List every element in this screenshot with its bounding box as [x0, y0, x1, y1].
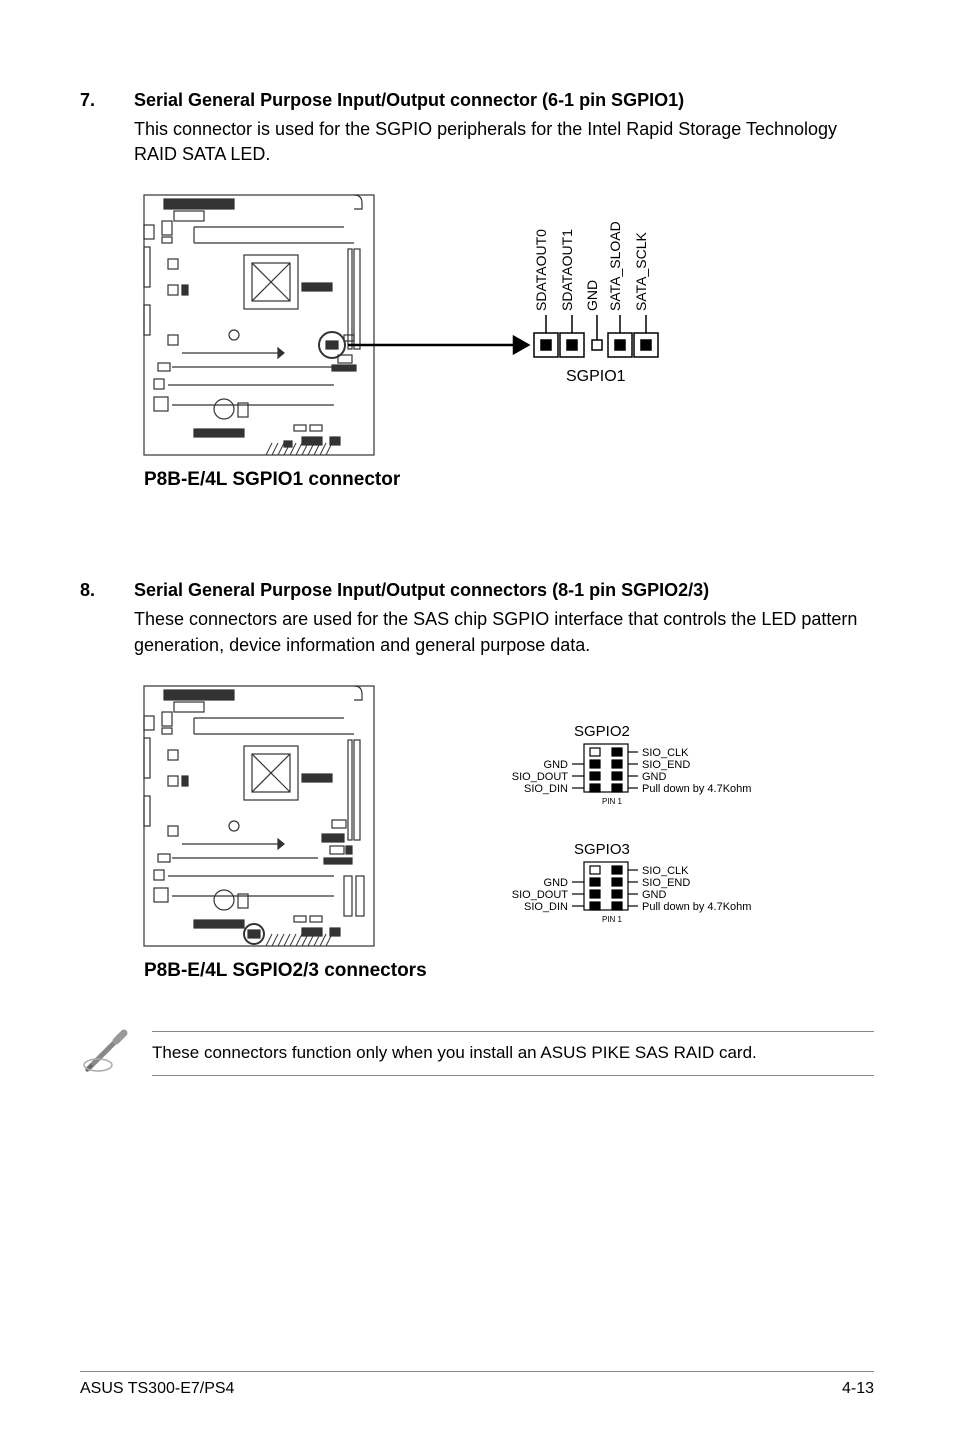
sgpio2-right-end: SIO_END	[642, 759, 690, 771]
footer-right: 4-13	[842, 1380, 874, 1398]
pin-sdataout1: SDATAOUT1	[559, 229, 575, 311]
sgpio3-left-dout: SIO_DOUT	[512, 889, 569, 901]
sgpio3-left-din: SIO_DIN	[524, 901, 568, 913]
note-block: These connectors function only when you …	[80, 1025, 874, 1082]
sgpio2-right-clk: SIO_CLK	[642, 747, 689, 759]
footer-left: ASUS TS300-E7/PS4	[80, 1380, 234, 1398]
pin-sdataout0: SDATAOUT0	[533, 229, 549, 311]
sgpio2-right-gnd: GND	[642, 771, 667, 783]
diagram-sgpio1: SDATAOUT0 SDATAOUT1 GND SATA_SLOAD SATA_…	[134, 185, 874, 510]
pin-gnd: GND	[584, 280, 600, 311]
sgpio1-label: SGPIO1	[566, 368, 626, 385]
section-8-heading: Serial General Purpose Input/Output conn…	[134, 580, 874, 601]
pin-sata-sclk: SATA_SCLK	[633, 232, 649, 312]
section-8-body: These connectors are used for the SAS ch…	[134, 607, 874, 657]
section-7: 7. Serial General Purpose Input/Output c…	[80, 90, 874, 510]
sgpio2-right-pull: Pull down by 4.7Kohm	[642, 783, 751, 795]
section-7-content: Serial General Purpose Input/Output conn…	[134, 90, 874, 177]
sgpio23-caption: P8B-E/4L SGPIO2/3 connectors	[144, 960, 427, 981]
sgpio2-label: SGPIO2	[574, 723, 630, 740]
section-7-body: This connector is used for the SGPIO per…	[134, 117, 874, 167]
section-8-content: Serial General Purpose Input/Output conn…	[134, 580, 874, 667]
note-text: These connectors function only when you …	[152, 1031, 874, 1076]
section-7-number: 7.	[80, 90, 134, 111]
sgpio23-svg: SGPIO2	[134, 676, 874, 996]
section-7-heading: Serial General Purpose Input/Output conn…	[134, 90, 874, 111]
sgpio3-right-gnd: GND	[642, 889, 667, 901]
pin-sata-sload: SATA_SLOAD	[607, 222, 623, 312]
section-8-number: 8.	[80, 580, 134, 601]
sgpio2-left-din: SIO_DIN	[524, 783, 568, 795]
sgpio3-label: SGPIO3	[574, 841, 630, 858]
section-8: 8. Serial General Purpose Input/Output c…	[80, 580, 874, 1081]
diagram-sgpio23: SGPIO2	[134, 676, 874, 1001]
section-8-header: 8. Serial General Purpose Input/Output c…	[80, 580, 874, 667]
sgpio1-svg: SDATAOUT0 SDATAOUT1 GND SATA_SLOAD SATA_…	[134, 185, 694, 505]
sgpio3-left-gnd: GND	[544, 877, 569, 889]
section-7-header: 7. Serial General Purpose Input/Output c…	[80, 90, 874, 177]
page-footer: ASUS TS300-E7/PS4 4-13	[80, 1371, 874, 1398]
sgpio3-right-pull: Pull down by 4.7Kohm	[642, 901, 751, 913]
sgpio3-right-clk: SIO_CLK	[642, 865, 689, 877]
sgpio2-left-gnd: GND	[544, 759, 569, 771]
sgpio2-left-dout: SIO_DOUT	[512, 771, 569, 783]
sgpio2-pin1: PIN 1	[602, 797, 623, 806]
sgpio1-caption: P8B-E/4L SGPIO1 connector	[144, 469, 401, 490]
note-icon	[80, 1025, 132, 1082]
sgpio3-right-end: SIO_END	[642, 877, 690, 889]
sgpio3-pin1: PIN 1	[602, 915, 623, 924]
